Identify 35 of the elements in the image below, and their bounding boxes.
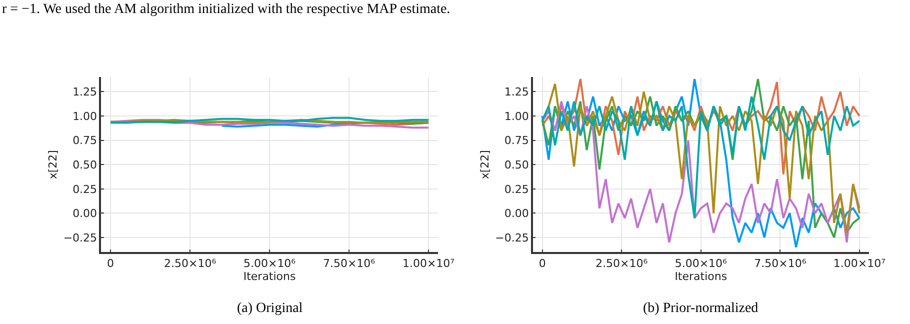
y-axis-title: x[22] (478, 150, 492, 180)
line-series (541, 100, 860, 244)
x-tick-label: 0 (538, 257, 546, 270)
text: (a) Original (237, 301, 303, 316)
y-tick-label: 0.00 (504, 207, 529, 220)
y-tick-label: 0.75 (504, 134, 529, 148)
y-tick-label: 1.25 (72, 86, 98, 99)
line-series (541, 78, 860, 176)
y-tick-label: 1.00 (504, 110, 529, 123)
x-tick-label: 2.50×10⁶ (164, 257, 217, 270)
text: (b) Prior-normalized (643, 301, 758, 316)
x-tick-label: 5.00×10⁶ (243, 257, 296, 270)
x-tick-label: 1.00×10⁷ (833, 257, 886, 270)
y-tick-label: 0.50 (504, 158, 529, 172)
y-tick-label: 0.50 (72, 158, 98, 172)
x-axis-title: Iterations (674, 270, 728, 284)
x-tick-label: 0 (107, 257, 114, 270)
x-tick-label: 2.50×10⁶ (596, 257, 648, 270)
line-series (110, 118, 430, 129)
y-tick-label: −0.25 (63, 231, 98, 244)
y-tick-label: 1.25 (504, 86, 529, 99)
y-tick-label: 0.00 (72, 207, 98, 220)
y-tick-label: 1.00 (72, 110, 98, 123)
x-tick-label: 7.50×10⁶ (322, 257, 376, 270)
x-tick-label: 1.00×10⁷ (402, 257, 455, 270)
y-tick-label: 0.25 (72, 182, 98, 196)
y-tick-label: −0.25 (495, 231, 529, 244)
x-tick-label: 7.50×10⁶ (754, 257, 807, 270)
x-axis-title: Iterations (243, 270, 296, 284)
y-tick-label: 0.75 (72, 134, 98, 148)
x-tick-label: 5.00×10⁶ (674, 257, 728, 270)
y-axis-title: x[22] (46, 150, 60, 180)
line-series (541, 96, 860, 220)
y-tick-label: 0.25 (504, 182, 529, 196)
text: r = −1. We used the AM algorithm initialized with the respective MAP estimate. (2, 2, 450, 17)
